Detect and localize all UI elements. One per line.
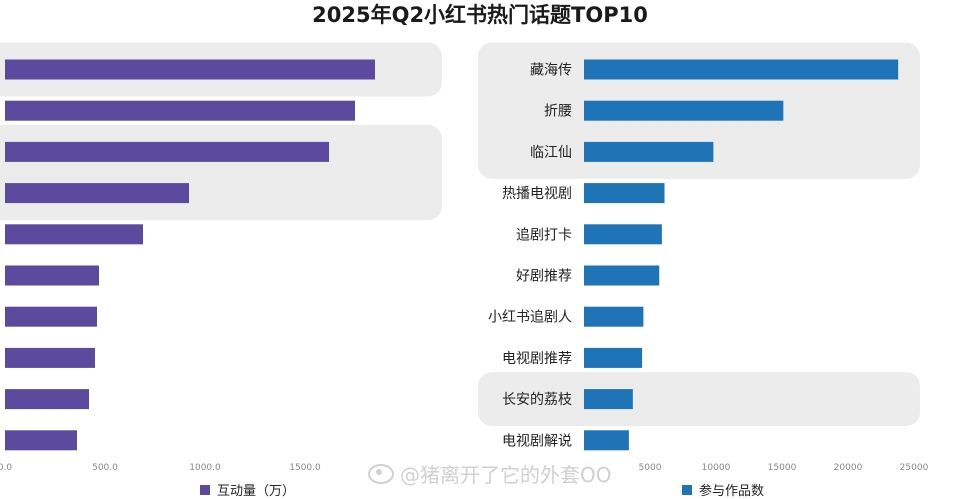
x-tick-label-1: 10000 xyxy=(702,463,731,473)
highlight-band-1 xyxy=(478,372,920,427)
highlight-band-1 xyxy=(0,124,442,221)
bar-1 xyxy=(5,100,355,121)
bar-2 xyxy=(584,141,714,162)
category-label-3: 热播电视剧 xyxy=(502,186,572,202)
right-legend: 参与作品数 xyxy=(682,480,764,499)
left-bar-chart: 0.0 500.0 1000.0 1500.0 xyxy=(0,42,442,473)
x-tick-label-0: 0.0 xyxy=(0,463,12,473)
x-tick-label-3: 1500.0 xyxy=(289,463,321,473)
watermark: @猪离开了它的外套OO xyxy=(368,459,611,488)
x-tick-label-3: 20000 xyxy=(834,463,863,473)
category-label-4: 追剧打卡 xyxy=(516,226,572,243)
category-label-2: 临江仙 xyxy=(530,145,572,161)
bar-8 xyxy=(5,389,89,410)
bar-9 xyxy=(5,430,77,451)
x-tick-label-1: 500.0 xyxy=(92,463,118,473)
bar-8 xyxy=(584,389,633,410)
bar-5 xyxy=(5,265,99,286)
left-legend: 互动量（万） xyxy=(200,480,295,499)
category-label-0: 藏海传 xyxy=(530,63,572,79)
bar-1 xyxy=(584,100,784,121)
bar-4 xyxy=(5,224,143,245)
left-legend-swatch xyxy=(200,484,210,495)
x-tick-label-2: 1000.0 xyxy=(189,463,221,473)
category-label-5: 好剧推荐 xyxy=(516,269,572,285)
x-tick-label-4: 25000 xyxy=(900,463,929,473)
x-tick-label-2: 15000 xyxy=(768,463,797,473)
bar-3 xyxy=(5,183,189,204)
bar-4 xyxy=(584,224,662,245)
right-bar-chart: 藏海传折腰临江仙热播电视剧追剧打卡好剧推荐小红书追剧人电视剧推荐长安的荔枝电视剧… xyxy=(478,42,929,473)
bar-7 xyxy=(5,347,95,368)
bar-6 xyxy=(5,306,97,327)
category-label-1: 折腰 xyxy=(544,104,572,120)
category-label-9: 电视剧解说 xyxy=(502,433,572,449)
category-label-6: 小红书追剧人 xyxy=(488,310,572,326)
bar-9 xyxy=(584,430,629,451)
bar-5 xyxy=(584,265,660,286)
chart-title: 2025年Q2小红书热门话题TOP10 xyxy=(312,3,648,27)
left-legend-label: 互动量（万） xyxy=(217,484,296,499)
right-legend-label: 参与作品数 xyxy=(699,484,765,499)
bar-0 xyxy=(5,59,375,80)
bar-2 xyxy=(5,141,329,162)
bar-3 xyxy=(584,183,665,204)
category-label-8: 长安的荔枝 xyxy=(502,392,572,408)
bar-6 xyxy=(584,306,644,327)
bar-7 xyxy=(584,347,643,368)
bar-0 xyxy=(584,59,899,80)
category-label-7: 电视剧推荐 xyxy=(502,351,572,367)
x-tick-label-0: 5000 xyxy=(639,463,662,473)
right-legend-swatch xyxy=(682,484,692,495)
watermark-text: @猪离开了它的外套OO xyxy=(400,463,612,487)
weibo-logo-icon xyxy=(368,463,394,484)
